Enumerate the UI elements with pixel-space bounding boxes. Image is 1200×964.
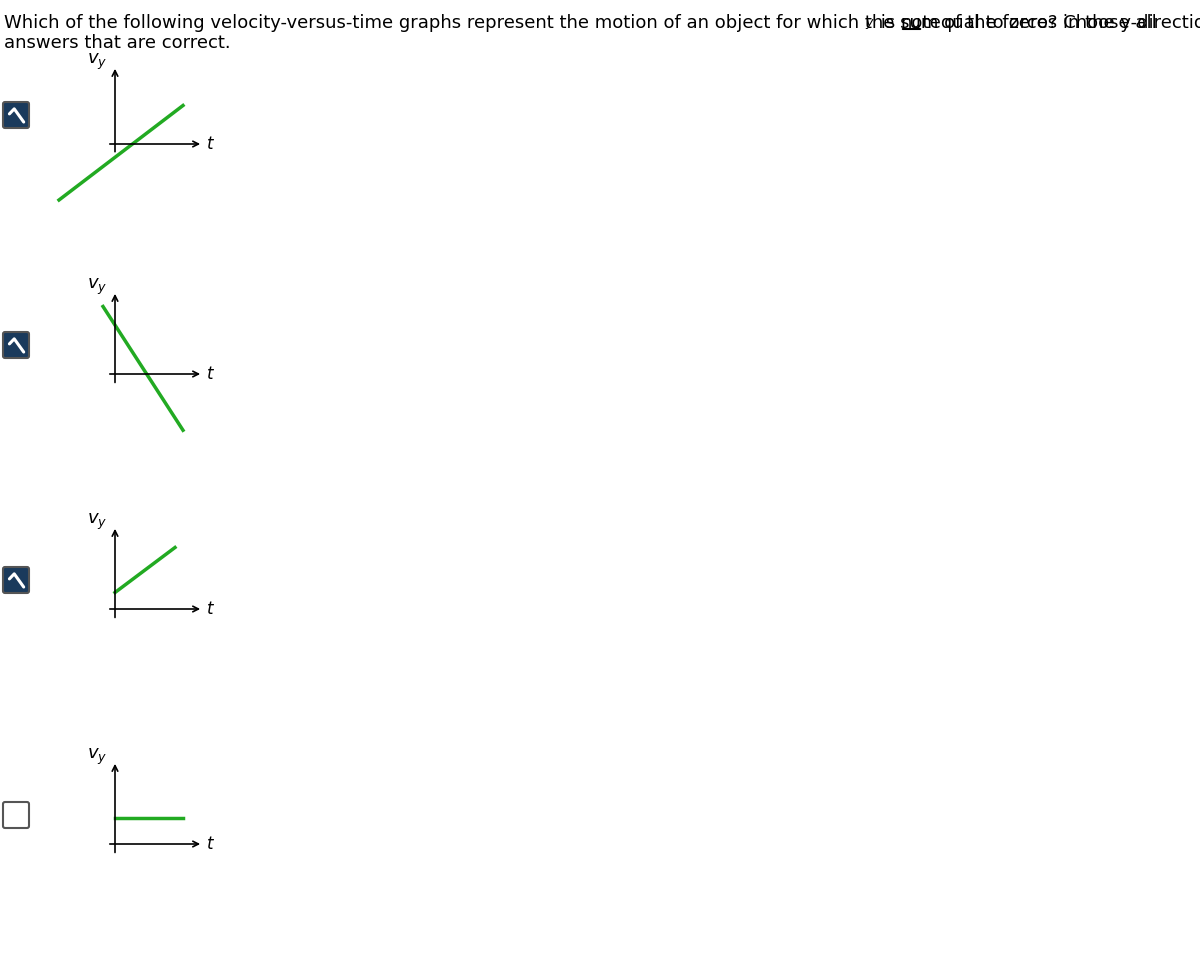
FancyBboxPatch shape — [2, 332, 29, 358]
FancyBboxPatch shape — [2, 802, 29, 828]
Text: $v_y$: $v_y$ — [86, 512, 107, 532]
Text: $_{y}$: $_{y}$ — [865, 14, 875, 32]
Text: t: t — [208, 135, 214, 153]
Text: $v_y$: $v_y$ — [86, 747, 107, 767]
Text: equal to zero? Choose all: equal to zero? Choose all — [924, 14, 1157, 32]
Text: t: t — [208, 600, 214, 618]
Text: Which of the following velocity-versus-time graphs represent the motion of an ob: Which of the following velocity-versus-t… — [4, 14, 1200, 32]
FancyBboxPatch shape — [2, 567, 29, 593]
Text: answers that are correct.: answers that are correct. — [4, 34, 230, 52]
Text: is: is — [875, 14, 901, 32]
Text: not: not — [900, 14, 929, 32]
Text: t: t — [208, 835, 214, 853]
Text: $v_y$: $v_y$ — [86, 52, 107, 72]
Text: t: t — [208, 365, 214, 383]
Text: $v_y$: $v_y$ — [86, 277, 107, 297]
FancyBboxPatch shape — [2, 102, 29, 128]
